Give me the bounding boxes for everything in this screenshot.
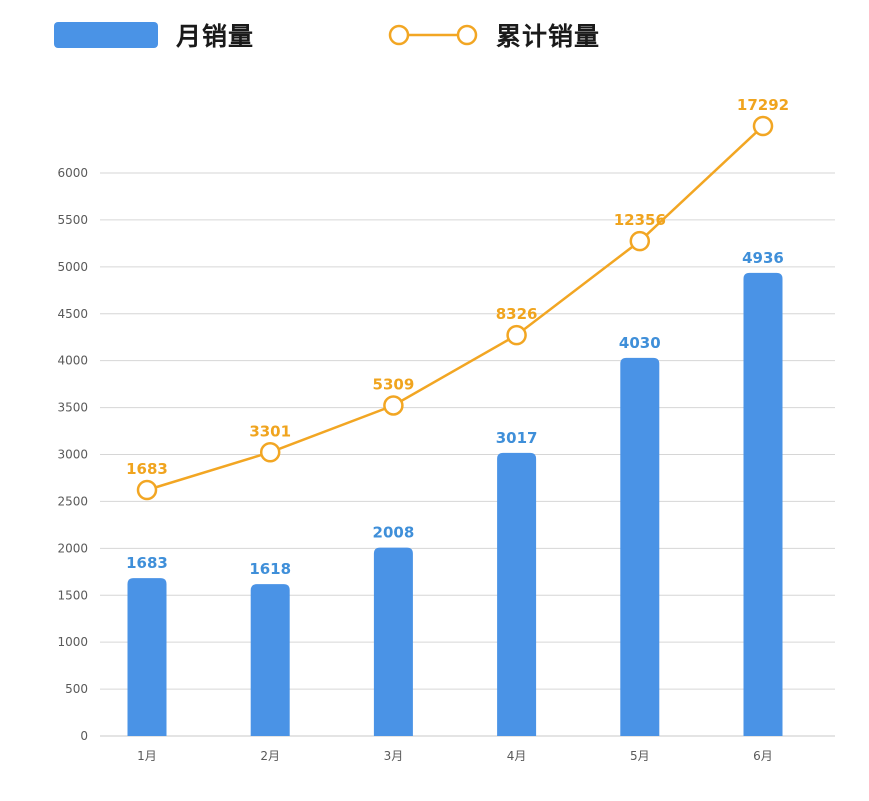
line-point — [506, 324, 527, 346]
line-data-label: 17292 — [737, 96, 789, 114]
bar-data-label: 4936 — [742, 249, 784, 267]
legend: 月销量 累计销量 — [0, 10, 869, 60]
x-tick-label: 3月 — [384, 749, 404, 763]
bar-data-labels: 1683 1618 2008 3017 4030 4936 — [126, 249, 784, 578]
line-data-label: 3301 — [249, 422, 291, 440]
line-point — [136, 479, 158, 501]
bar — [743, 272, 783, 736]
y-tick-label: 5500 — [57, 213, 88, 227]
line-point — [629, 230, 651, 252]
y-tick-label: 500 — [65, 682, 88, 696]
bar-data-label: 1618 — [249, 560, 291, 578]
y-tick-label: 1000 — [57, 635, 88, 649]
y-tick-label: 3000 — [57, 448, 88, 462]
legend-item-cumulative: 累计销量 — [388, 10, 600, 60]
legend-bar-swatch — [54, 22, 158, 48]
y-tick-label: 5000 — [57, 260, 88, 274]
y-tick-label: 3500 — [57, 401, 88, 415]
x-axis-ticks: 1月 2月 3月 4月 5月 6月 — [137, 749, 773, 763]
y-tick-label: 2000 — [57, 541, 88, 555]
line-series — [136, 115, 774, 501]
bar — [373, 547, 413, 736]
bar-data-label: 2008 — [373, 524, 415, 542]
bar — [127, 578, 167, 736]
line-data-label: 5309 — [373, 375, 415, 393]
legend-label-cumulative: 累计销量 — [496, 22, 601, 51]
bar-data-label: 4030 — [619, 334, 661, 352]
x-tick-label: 6月 — [753, 749, 773, 763]
y-tick-label: 2500 — [57, 494, 88, 508]
line-data-label: 1683 — [126, 460, 168, 478]
line-point — [383, 395, 404, 416]
y-tick-label: 1500 — [57, 588, 88, 602]
grid-layer — [100, 172, 835, 737]
y-tick-label: 0 — [80, 729, 88, 743]
bar — [497, 452, 537, 736]
legend-label-monthly: 月销量 — [176, 22, 255, 51]
bar-data-label: 1683 — [126, 554, 168, 572]
bar — [250, 584, 290, 736]
line-data-label: 12356 — [614, 211, 666, 229]
y-tick-label: 6000 — [57, 166, 88, 180]
y-axis-ticks: 0 500 1000 1500 2000 2500 3000 3500 4000 4500 5000… — [57, 166, 88, 743]
legend-item-monthly: 月销量 — [54, 10, 254, 60]
line-point — [752, 115, 774, 137]
bar — [620, 357, 660, 736]
x-tick-label: 5月 — [630, 749, 650, 763]
line-point — [259, 442, 281, 463]
y-tick-label: 4500 — [57, 307, 88, 321]
line-data-labels: 1683 3301 5309 8326 12356 17292 — [126, 96, 789, 478]
cumulative-line — [146, 125, 764, 492]
x-tick-label: 4月 — [507, 749, 527, 763]
x-tick-label: 2月 — [260, 749, 280, 763]
line-data-label: 8326 — [496, 305, 538, 323]
bar-series — [127, 272, 783, 736]
legend-line-swatch — [388, 24, 478, 46]
y-tick-label: 4000 — [57, 354, 88, 368]
bar-data-label: 3017 — [496, 429, 538, 447]
x-tick-label: 1月 — [137, 749, 157, 763]
